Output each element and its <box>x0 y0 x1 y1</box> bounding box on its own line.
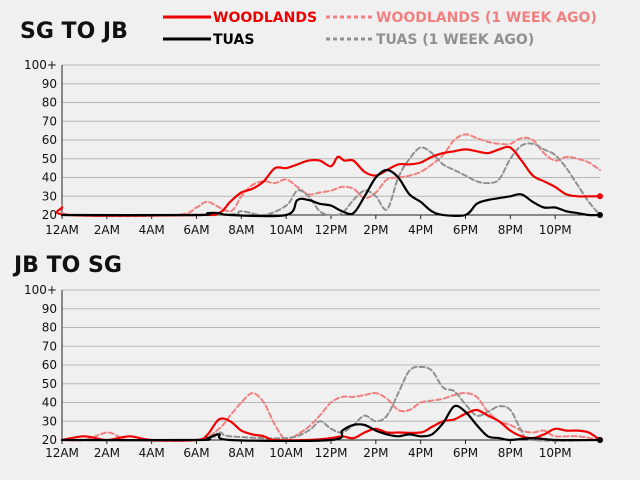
series-line-woodlands-1-week-ago <box>61 391 601 442</box>
series-end-marker-woodlands <box>597 193 603 200</box>
x-tick-label: 2PM <box>363 446 388 460</box>
y-tick-label: 40 <box>42 396 57 410</box>
x-tick-label: 10AM <box>269 446 303 460</box>
x-tick-label: 12AM <box>45 223 79 237</box>
x-tick-label: 8AM <box>228 446 254 460</box>
legend-item-woodlands: WOODLANDS <box>163 10 317 26</box>
x-tick-label: 2PM <box>363 223 388 237</box>
x-tick-label: 10PM <box>539 223 572 237</box>
x-tick-label: 6PM <box>453 446 478 460</box>
y-tick-label: 80 <box>42 96 57 110</box>
legend-label: TUAS <box>213 32 254 48</box>
series-line-tuas <box>60 404 602 443</box>
y-tick-label: 60 <box>42 358 57 372</box>
y-tick-label: 70 <box>42 339 57 353</box>
series-line-tuas <box>60 168 602 218</box>
x-tick-label: 6PM <box>453 223 478 237</box>
y-tick-label: 100+ <box>24 58 57 72</box>
legend-label: TUAS (1 WEEK AGO) <box>376 32 534 48</box>
y-tick-label: 90 <box>42 77 57 91</box>
x-tick-label: 8AM <box>228 223 254 237</box>
y-tick-label: 100+ <box>24 283 57 297</box>
x-tick-label: 12PM <box>315 446 348 460</box>
y-tick-label: 90 <box>42 302 57 316</box>
x-tick-label: 4AM <box>139 223 165 237</box>
y-tick-label: 80 <box>42 321 57 335</box>
y-tick-label: 40 <box>42 171 57 185</box>
x-tick-label: 10AM <box>269 223 303 237</box>
chart-title: JB TO SG <box>12 253 122 278</box>
series-line-woodlands-1-week-ago <box>59 133 601 218</box>
x-tick-label: 4PM <box>408 223 433 237</box>
y-tick-label: 50 <box>42 152 57 166</box>
x-tick-label: 8PM <box>498 223 523 237</box>
y-tick-label: 30 <box>42 414 57 428</box>
series-line-tuas-1-week-ago <box>61 365 601 442</box>
legend-label: WOODLANDS (1 WEEK AGO) <box>376 10 597 26</box>
y-tick-label: 20 <box>42 208 57 222</box>
legend: WOODLANDS WOODLANDS (1 WEEK AGO) TUAS TUAS … <box>163 10 597 48</box>
y-tick-label: 50 <box>42 377 57 391</box>
series-end-marker-tuas <box>597 437 603 443</box>
legend-label: WOODLANDS <box>213 10 317 26</box>
x-tick-label: 4PM <box>408 446 433 460</box>
x-tick-label: 2AM <box>94 223 120 237</box>
x-tick-label: 4AM <box>139 446 165 460</box>
x-tick-label: 12PM <box>315 223 348 237</box>
x-tick-label: 10PM <box>539 446 572 460</box>
legend-item-tuas: TUAS <box>163 32 254 48</box>
series-end-marker-tuas <box>597 212 603 218</box>
x-tick-label: 2AM <box>94 446 120 460</box>
y-tick-label: 20 <box>42 433 57 447</box>
x-tick-label: 6AM <box>183 223 209 237</box>
legend-item-tuas-1-week-ago: TUAS (1 WEEK AGO) <box>326 32 534 48</box>
y-tick-label: 30 <box>42 189 57 203</box>
y-tick-label: 70 <box>42 114 57 128</box>
x-tick-label: 8PM <box>498 446 523 460</box>
series-line-tuas-1-week-ago <box>61 142 601 217</box>
x-tick-label: 6AM <box>183 446 209 460</box>
y-tick-label: 60 <box>42 133 57 147</box>
chart-title: SG TO JB <box>20 19 128 44</box>
x-tick-label: 12AM <box>45 446 79 460</box>
legend-item-woodlands-1-week-ago: WOODLANDS (1 WEEK AGO) <box>326 10 597 26</box>
